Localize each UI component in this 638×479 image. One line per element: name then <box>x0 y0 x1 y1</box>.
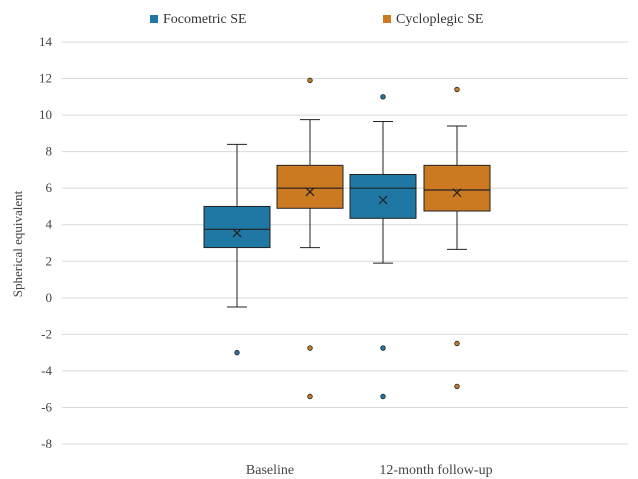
y-tick-label: 8 <box>46 144 53 159</box>
mean-marker <box>378 195 388 205</box>
outlier-point <box>454 340 460 347</box>
mean-marker <box>305 187 315 197</box>
y-tick-label: 10 <box>39 107 52 122</box>
outlier-point <box>307 393 313 400</box>
legend-swatch <box>150 15 158 23</box>
outlier-point <box>234 349 240 356</box>
y-tick-label: 12 <box>39 71 52 86</box>
box-iqr <box>349 173 417 219</box>
outlier-point <box>380 94 386 100</box>
x-axis-categories: Baseline 12-month follow-up <box>246 463 493 478</box>
y-tick-label: 14 <box>39 34 53 49</box>
legend-label: Focometric SE <box>163 12 247 27</box>
box-0-1 <box>349 94 417 400</box>
outlier-point <box>454 383 460 390</box>
x-category-label: Baseline <box>246 463 294 478</box>
box-0-0 <box>203 143 271 356</box>
box-1-0 <box>276 77 344 400</box>
box-plots <box>203 77 491 400</box>
y-axis-ticks: 14 12 10 8 6 4 2 0 -2 -4 -6 -8 <box>39 34 53 451</box>
mean-marker <box>232 228 242 238</box>
y-tick-label: 0 <box>46 290 53 305</box>
outlier-point <box>380 345 386 351</box>
y-axis-label: Spherical equivalent <box>10 190 25 297</box>
x-category-label: 12-month follow-up <box>379 463 492 478</box>
y-tick-label: 4 <box>46 217 53 232</box>
mean-marker <box>452 188 462 198</box>
outlier-point <box>307 77 313 84</box>
legend: Focometric SE Cycloplegic SE <box>150 12 484 27</box>
outlier-point <box>307 345 313 351</box>
y-tick-label: -2 <box>41 326 52 341</box>
y-tick-label: 2 <box>46 253 53 268</box>
y-tick-label: -8 <box>41 436 52 451</box>
outlier-point <box>454 86 460 93</box>
legend-swatch <box>383 15 391 23</box>
y-tick-label: -4 <box>41 363 52 378</box>
y-tick-label: 6 <box>46 180 53 195</box>
y-tick-label: -6 <box>41 399 52 414</box>
outlier-point <box>380 393 386 400</box>
box-iqr <box>203 205 271 249</box>
box-iqr <box>276 164 344 209</box>
box-1-1 <box>423 86 491 390</box>
legend-label: Cycloplegic SE <box>396 12 484 27</box>
box-iqr <box>423 164 491 212</box>
gridlines <box>62 41 628 445</box>
